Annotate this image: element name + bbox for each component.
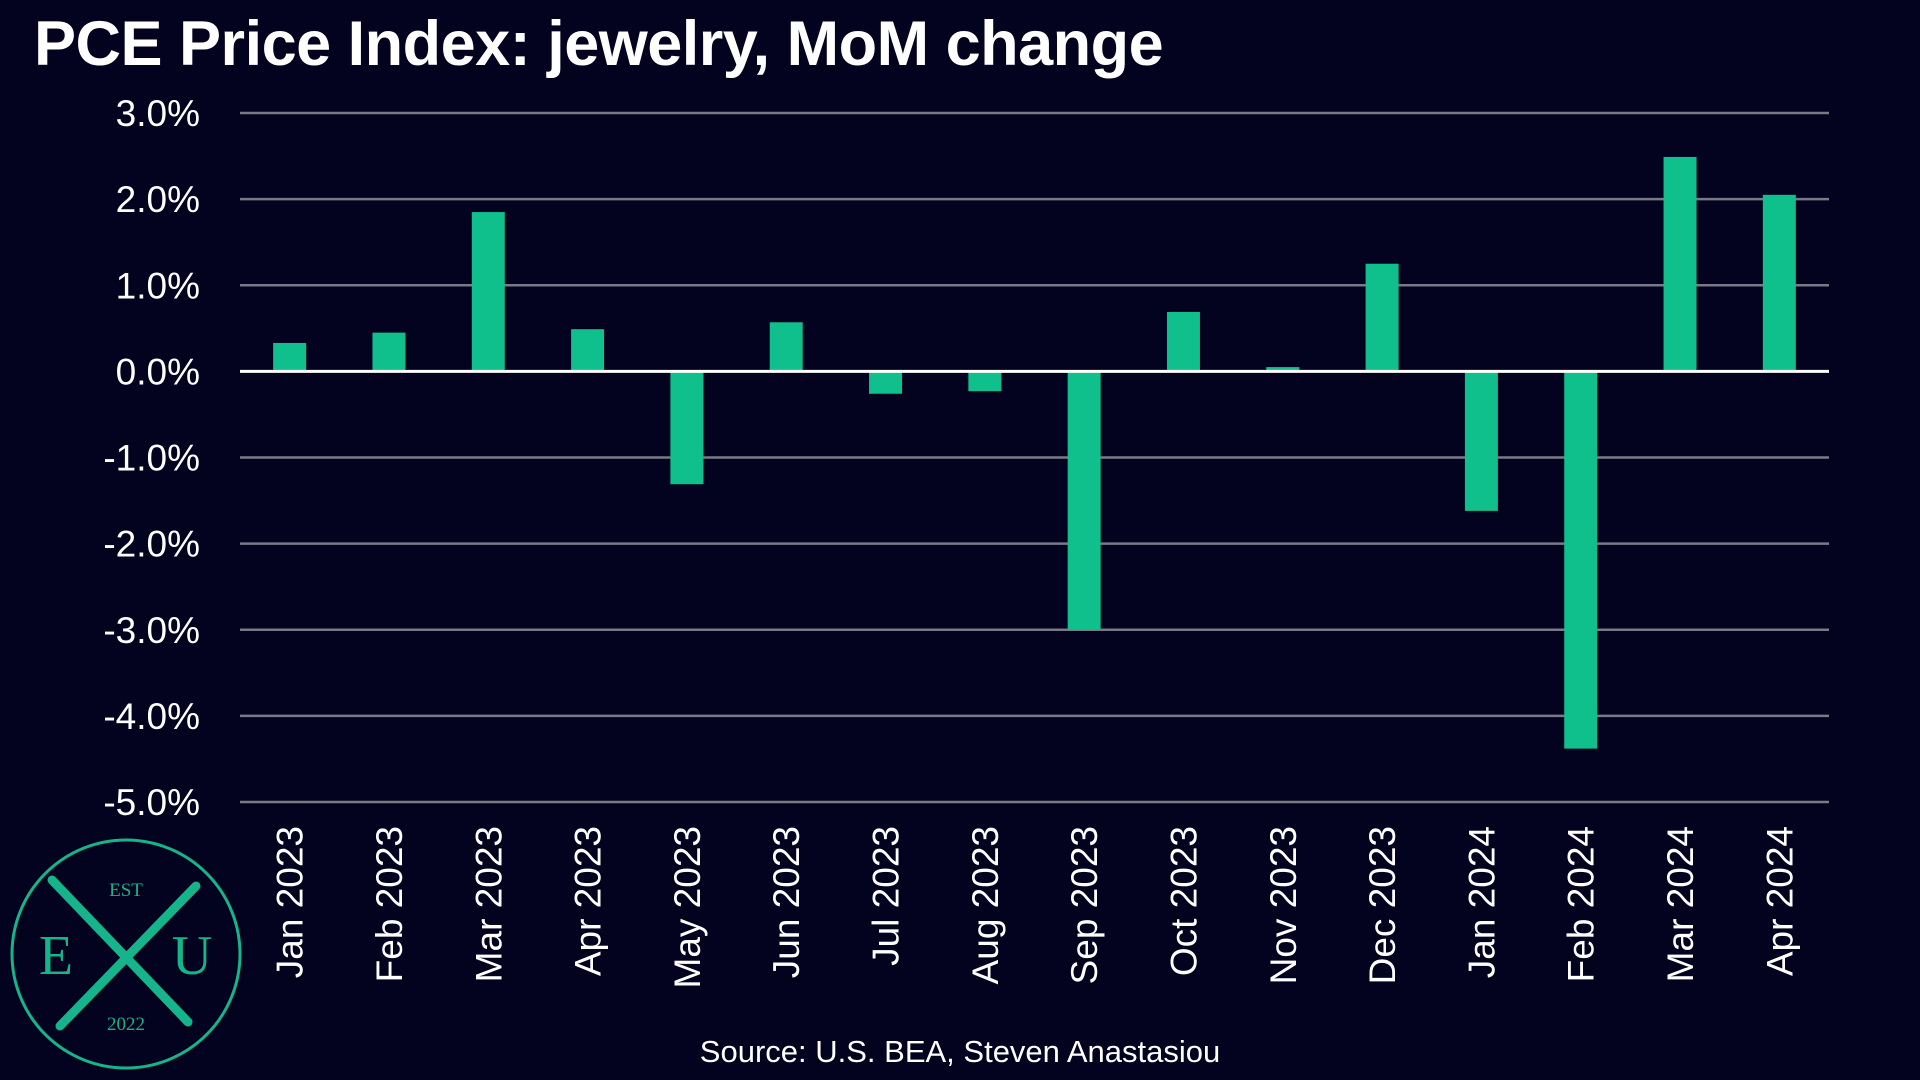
bar [471, 212, 505, 372]
bar [1564, 371, 1598, 749]
bars [273, 156, 1796, 749]
bar [1166, 311, 1200, 372]
bar [670, 371, 704, 485]
x-category-label: Aug 2023 [965, 826, 1006, 984]
y-tick-label: 2.0% [116, 179, 200, 220]
x-category-label: Feb 2023 [369, 826, 410, 982]
logo-ring [10, 838, 242, 1070]
gridlines [240, 111, 1829, 804]
logo-est-text: EST [109, 880, 143, 901]
bar [968, 371, 1002, 392]
y-tick-label: 0.0% [116, 351, 200, 392]
logo-x-stroke-left [47, 875, 193, 1027]
bar [1067, 371, 1101, 630]
y-tick-label: -3.0% [103, 610, 200, 651]
x-category-label: Jan 2023 [270, 826, 311, 978]
bar [1365, 263, 1399, 372]
x-category-label: Apr 2024 [1759, 826, 1800, 976]
bar [273, 342, 307, 372]
x-category-label: May 2023 [667, 826, 708, 989]
x-category-label: Dec 2023 [1362, 826, 1403, 984]
bar [869, 371, 903, 394]
logo-letter-u: U [172, 925, 212, 987]
bar [372, 332, 406, 372]
x-category-label: Apr 2023 [568, 826, 609, 976]
x-category-label: Jun 2023 [766, 826, 807, 978]
logo-emblem: EST E U 2022 [10, 838, 242, 1070]
logo-x-stroke-right [55, 881, 201, 1031]
bar [1663, 156, 1697, 372]
bar [1762, 194, 1796, 372]
bar [571, 329, 605, 372]
bar [769, 322, 803, 372]
bar [1266, 367, 1300, 372]
y-tick-label: -4.0% [103, 696, 200, 737]
logo-letter-e: E [39, 925, 73, 987]
x-category-label: Jan 2024 [1461, 826, 1502, 978]
x-category-label: Mar 2023 [468, 826, 509, 982]
x-category-label: Sep 2023 [1064, 826, 1105, 984]
y-tick-label: -2.0% [103, 524, 200, 565]
x-category-label: Mar 2024 [1660, 826, 1701, 982]
y-tick-label: 1.0% [116, 265, 200, 306]
source-note: Source: U.S. BEA, Steven Anastasiou [699, 1034, 1221, 1069]
x-category-label: Nov 2023 [1263, 826, 1304, 984]
y-tick-label: -1.0% [103, 438, 200, 479]
x-category-label: Oct 2023 [1163, 826, 1204, 976]
x-category-label: Feb 2024 [1561, 826, 1602, 982]
y-axis-tick-labels: 3.0% 2.0% 1.0% 0.0% -1.0% -2.0% -3.0% -4.0% -5.0… [103, 93, 200, 823]
y-tick-label: -5.0% [103, 782, 200, 823]
bar [1464, 371, 1498, 511]
chart-title: PCE Price Index: jewelry, MoM change [34, 9, 1164, 79]
x-category-label: Jul 2023 [866, 826, 907, 966]
logo-year-text: 2022 [107, 1014, 145, 1035]
y-tick-label: 3.0% [116, 93, 200, 134]
x-axis-category-labels: Jan 2023 Feb 2023 Mar 2023 Apr 2023 May 2023… [270, 826, 1801, 989]
